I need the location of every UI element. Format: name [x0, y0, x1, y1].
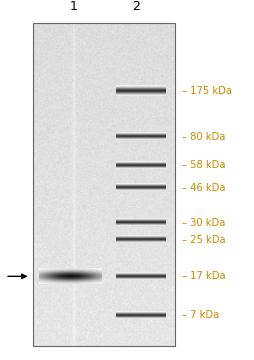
Text: 1: 1: [70, 0, 78, 13]
Text: – 25 kDa: – 25 kDa: [182, 235, 225, 245]
Text: 2: 2: [132, 0, 140, 13]
Text: – 80 kDa: – 80 kDa: [182, 132, 225, 142]
Text: – 175 kDa: – 175 kDa: [182, 86, 232, 96]
Text: – 7 kDa: – 7 kDa: [182, 310, 219, 320]
Bar: [33, 23, 175, 346]
Text: – 17 kDa: – 17 kDa: [182, 271, 225, 281]
Text: – 30 kDa: – 30 kDa: [182, 217, 225, 228]
Text: – 58 kDa: – 58 kDa: [182, 160, 225, 170]
Text: – 46 kDa: – 46 kDa: [182, 183, 225, 193]
